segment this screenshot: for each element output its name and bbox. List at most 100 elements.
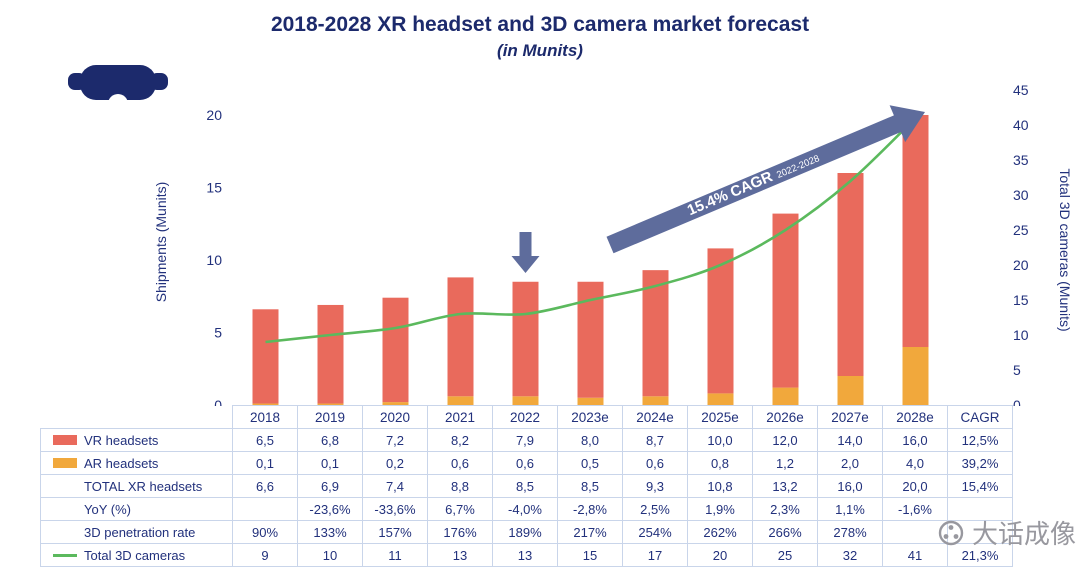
cagr-annotation: 15.4% CAGR2022-2028 xyxy=(685,149,822,220)
ar-bar-segment xyxy=(772,387,799,405)
table-cell: 217% xyxy=(558,521,623,544)
table-cell: 0,2 xyxy=(363,452,428,475)
column-header-2021: 2021 xyxy=(428,405,493,429)
vr-bar-segment xyxy=(642,270,669,397)
table-cell: 17 xyxy=(623,544,688,567)
vr-bar-segment xyxy=(252,309,279,404)
right-axis-tick-label: 0 xyxy=(1013,397,1021,406)
combo-chart: 0 5 10 15 20 0 5 10 15 20 25 30 35 40 45 Shipments (Mun… xyxy=(153,82,1073,406)
data-table: 2018 2019 2020 2021 2022 2023e 2024e 2025e 2026e… xyxy=(40,405,1013,567)
table-cell: 176% xyxy=(428,521,493,544)
table-cell: 2,5% xyxy=(623,498,688,521)
table-cell: 0,8 xyxy=(688,452,753,475)
table-cell xyxy=(948,521,1013,544)
table-cell: -33,6% xyxy=(363,498,428,521)
table-cell: 10,0 xyxy=(688,429,753,452)
ar-bar-segment xyxy=(707,393,734,405)
right-axis-tick-label: 30 xyxy=(1013,187,1029,203)
table-cell: 15,4% xyxy=(948,475,1013,498)
ar-bar-segment xyxy=(317,403,344,405)
right-axis-tick-label: 35 xyxy=(1013,152,1029,168)
table-cell: 8,5 xyxy=(493,475,558,498)
page-subtitle: (in Munits) xyxy=(497,41,583,60)
vr-bar-segment xyxy=(837,173,864,376)
table-cell: 16,0 xyxy=(818,475,883,498)
table-cell: 16,0 xyxy=(883,429,948,452)
table-cell: 6,8 xyxy=(298,429,363,452)
table-cell: 13,2 xyxy=(753,475,818,498)
table-cell: 9 xyxy=(233,544,298,567)
vr-bar-segment xyxy=(772,213,799,388)
table-cell: -23,6% xyxy=(298,498,363,521)
table-cell: 6,5 xyxy=(233,429,298,452)
ar-bar-segment xyxy=(577,397,604,405)
table-cell: 14,0 xyxy=(818,429,883,452)
left-axis-tick-label: 20 xyxy=(206,107,222,123)
column-header-2028e: 2028e xyxy=(883,405,948,429)
table-cell: 8,8 xyxy=(428,475,493,498)
table-cell: 6,9 xyxy=(298,475,363,498)
table-cell: 8,5 xyxy=(558,475,623,498)
column-header-2020: 2020 xyxy=(363,405,428,429)
table-cell: 0,6 xyxy=(428,452,493,475)
row-label: AR headsets xyxy=(84,455,159,471)
ar-bar-segment xyxy=(252,403,279,405)
table-cell: 1,1% xyxy=(818,498,883,521)
table-cell: 254% xyxy=(623,521,688,544)
ar-bar-segment xyxy=(512,396,539,405)
no-swatch xyxy=(53,481,77,491)
table-cell: 0,1 xyxy=(298,452,363,475)
table-cell: 266% xyxy=(753,521,818,544)
column-header-2025e: 2025e xyxy=(688,405,753,429)
table-cell: 1,2 xyxy=(753,452,818,475)
table-cell: 2,0 xyxy=(818,452,883,475)
row-label: TOTAL XR headsets xyxy=(84,478,203,494)
table-cell: 8,2 xyxy=(428,429,493,452)
column-header-2024e: 2024e xyxy=(623,405,688,429)
table-cell: 39,2% xyxy=(948,452,1013,475)
vr-bar-segment xyxy=(512,281,539,397)
vr-bar-segment xyxy=(447,277,474,397)
table-cell: 189% xyxy=(493,521,558,544)
ar-bar-segment xyxy=(902,347,929,405)
table-cell: 12,0 xyxy=(753,429,818,452)
table-cell: 90% xyxy=(233,521,298,544)
left-axis-tick-label: 15 xyxy=(206,180,222,196)
table-cell: -4,0% xyxy=(493,498,558,521)
watermark: 大话成像 xyxy=(937,514,1080,551)
table-cell: 21,3% xyxy=(948,544,1013,567)
table-cell: 13 xyxy=(493,544,558,567)
row-label-cell: YoY (%) xyxy=(40,498,233,521)
table-cell: 1,9% xyxy=(688,498,753,521)
column-header-2026e: 2026e xyxy=(753,405,818,429)
left-axis-tick-label: 5 xyxy=(214,325,222,341)
table-cell: 15 xyxy=(558,544,623,567)
left-axis-title: Shipments (Munits) xyxy=(153,182,169,303)
right-axis-title: Total 3D cameras (Munits) xyxy=(1057,168,1073,331)
row-label: VR headsets xyxy=(84,432,159,448)
table-cell: 278% xyxy=(818,521,883,544)
table-cell: 4,0 xyxy=(883,452,948,475)
column-header-2027e: 2027e xyxy=(818,405,883,429)
table-cell: 10 xyxy=(298,544,363,567)
vr-bar-segment xyxy=(317,304,344,404)
row-label: 3D penetration rate xyxy=(84,524,196,540)
ar-bar-segment xyxy=(837,376,864,405)
table-cell: 2,3% xyxy=(753,498,818,521)
table-cell: 12,5% xyxy=(948,429,1013,452)
right-axis-tick-label: 40 xyxy=(1013,117,1029,133)
no-swatch xyxy=(53,527,77,537)
headset-nose-notch xyxy=(108,94,128,114)
table-cell: 157% xyxy=(363,521,428,544)
right-axis-tick-label: 5 xyxy=(1013,362,1021,378)
table-cell: 41 xyxy=(883,544,948,567)
right-axis-tick-label: 15 xyxy=(1013,292,1029,308)
table-cell: -1,6% xyxy=(883,498,948,521)
headset-body xyxy=(80,65,156,100)
row-label: Total 3D cameras xyxy=(84,547,186,563)
table-cell: 133% xyxy=(298,521,363,544)
row-label-cell: VR headsets xyxy=(40,429,233,452)
vr-headset-icon xyxy=(68,65,168,114)
table-cell: 8,0 xyxy=(558,429,623,452)
ar-bar-segment xyxy=(642,396,669,405)
